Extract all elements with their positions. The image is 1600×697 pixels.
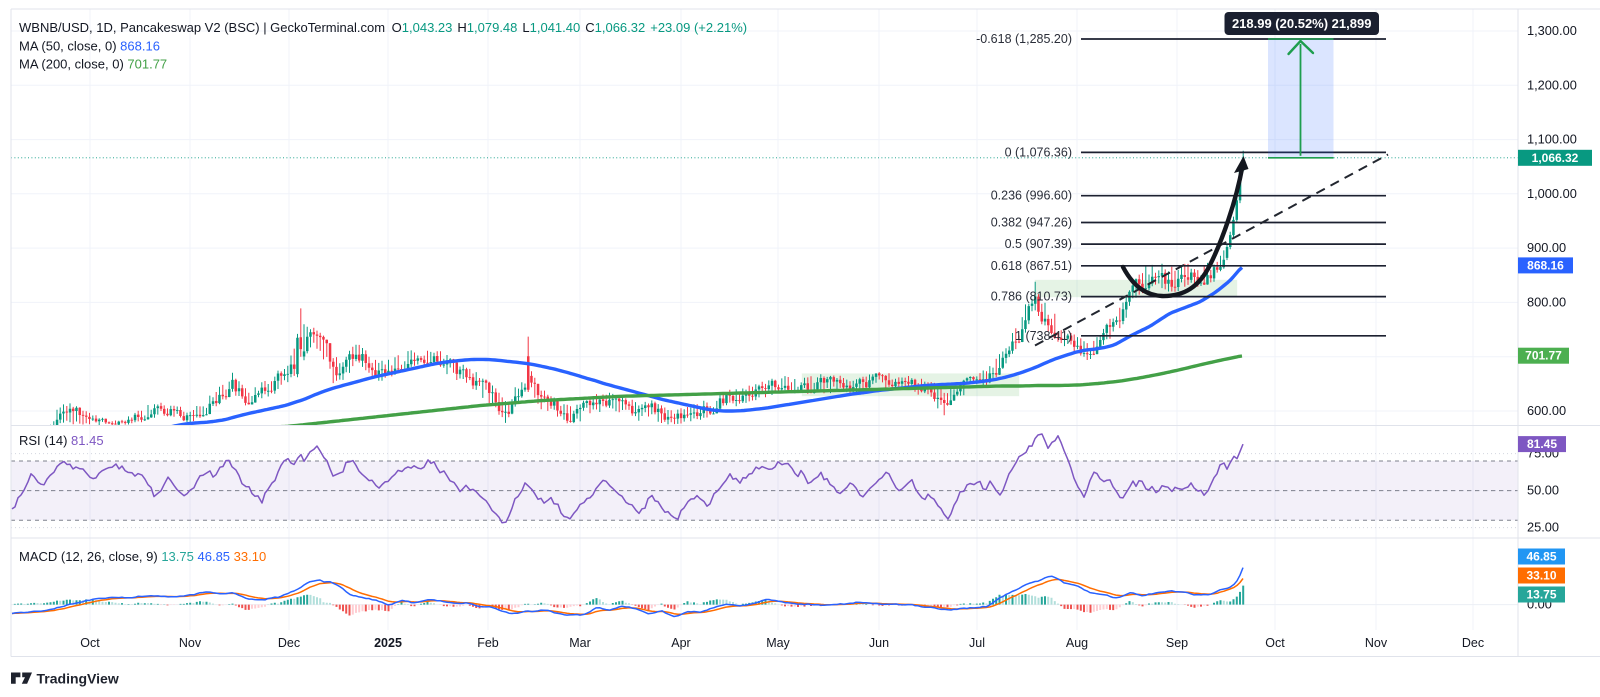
svg-text:RSI (14) 81.45: RSI (14) 81.45 bbox=[19, 433, 104, 448]
svg-text:Oct: Oct bbox=[80, 636, 100, 650]
svg-text:0 (1,076.36): 0 (1,076.36) bbox=[1005, 145, 1072, 159]
svg-text:-0.618 (1,285.20): -0.618 (1,285.20) bbox=[976, 32, 1072, 46]
svg-text:2025: 2025 bbox=[374, 636, 402, 650]
svg-text:600.00: 600.00 bbox=[1527, 403, 1566, 418]
svg-text:Jun: Jun bbox=[869, 636, 889, 650]
svg-text:800.00: 800.00 bbox=[1527, 294, 1566, 309]
svg-text:Nov: Nov bbox=[179, 636, 202, 650]
svg-text:1,200.00: 1,200.00 bbox=[1527, 77, 1577, 92]
svg-text:868.16: 868.16 bbox=[1527, 258, 1564, 272]
svg-text:0.236 (996.60): 0.236 (996.60) bbox=[991, 189, 1072, 203]
svg-text:1 (738.41): 1 (738.41) bbox=[1015, 329, 1072, 343]
svg-text:Mar: Mar bbox=[569, 636, 591, 650]
svg-text:Jul: Jul bbox=[969, 636, 985, 650]
svg-text:Feb: Feb bbox=[477, 636, 499, 650]
svg-text:1,100.00: 1,100.00 bbox=[1527, 132, 1577, 147]
svg-text:MA (50, close, 0) 868.16: MA (50, close, 0) 868.16 bbox=[19, 39, 160, 54]
svg-text:Apr: Apr bbox=[671, 636, 690, 650]
svg-text:0.382 (947.26): 0.382 (947.26) bbox=[991, 216, 1072, 230]
svg-text:900.00: 900.00 bbox=[1527, 240, 1566, 255]
svg-text:MA (200, close, 0) 701.77: MA (200, close, 0) 701.77 bbox=[19, 57, 167, 72]
svg-text:TradingView: TradingView bbox=[37, 671, 119, 687]
svg-text:81.45: 81.45 bbox=[1527, 437, 1557, 451]
svg-text:25.00: 25.00 bbox=[1527, 520, 1559, 535]
svg-text:1,300.00: 1,300.00 bbox=[1527, 23, 1577, 38]
svg-text:46.85: 46.85 bbox=[1526, 550, 1556, 564]
svg-text:33.10: 33.10 bbox=[1526, 569, 1556, 583]
svg-text:MACD (12, 26, close, 9) 13.75: MACD (12, 26, close, 9) 13.75 46.85 33.1… bbox=[19, 549, 266, 564]
svg-text:0.5 (907.39): 0.5 (907.39) bbox=[1005, 237, 1072, 251]
svg-text:0.618 (867.51): 0.618 (867.51) bbox=[991, 259, 1072, 273]
svg-text:Nov: Nov bbox=[1365, 636, 1388, 650]
svg-text:Sep: Sep bbox=[1166, 636, 1188, 650]
svg-text:Oct: Oct bbox=[1265, 636, 1285, 650]
svg-text:Dec: Dec bbox=[278, 636, 300, 650]
svg-text:50.00: 50.00 bbox=[1527, 483, 1559, 498]
svg-text:701.77: 701.77 bbox=[1525, 349, 1562, 363]
svg-text:13.75: 13.75 bbox=[1526, 588, 1556, 602]
svg-text:WBNB/USD, 1D, Pancakeswap V2 (: WBNB/USD, 1D, Pancakeswap V2 (BSC) | Gec… bbox=[19, 20, 747, 35]
svg-text:Aug: Aug bbox=[1066, 636, 1088, 650]
svg-text:0.786 (810.73): 0.786 (810.73) bbox=[991, 290, 1072, 304]
svg-text:1,000.00: 1,000.00 bbox=[1527, 186, 1577, 201]
svg-text:Dec: Dec bbox=[1462, 636, 1484, 650]
svg-text:218.99 (20.52%) 21,899: 218.99 (20.52%) 21,899 bbox=[1232, 16, 1372, 31]
svg-text:1,066.32: 1,066.32 bbox=[1532, 151, 1579, 165]
svg-text:May: May bbox=[766, 636, 790, 650]
